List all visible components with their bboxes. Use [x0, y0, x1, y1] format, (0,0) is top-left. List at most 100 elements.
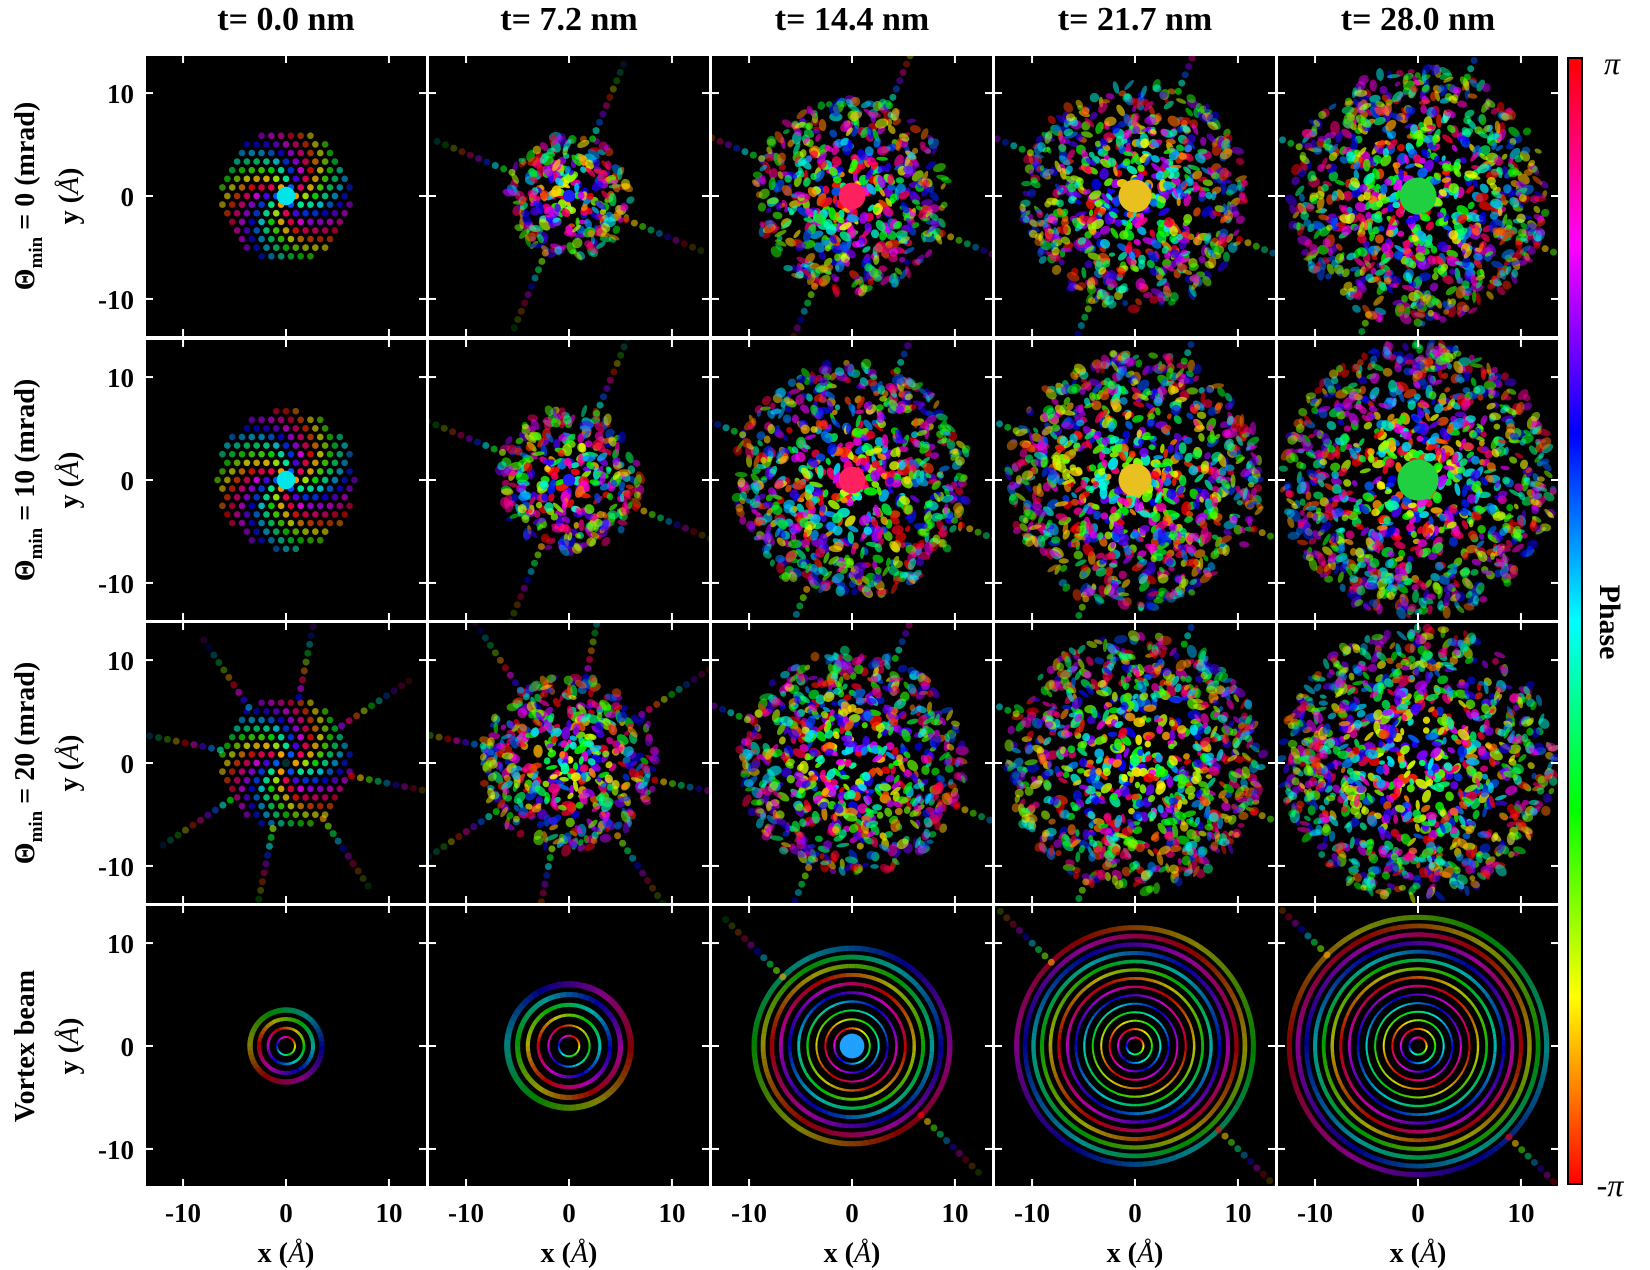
phase-speckle: [767, 424, 776, 434]
phase-arm: [1278, 136, 1286, 144]
phase-speckle: [1197, 111, 1208, 123]
phase-speckle: [1291, 176, 1300, 186]
phase-speckle: [1052, 124, 1061, 132]
phase-speckle: [1049, 430, 1058, 440]
phase-speckle: [542, 438, 550, 446]
phase-arm: [991, 536, 992, 542]
phase-blob: [268, 252, 275, 260]
phase-blob: [268, 132, 275, 140]
phase-speckle: [794, 270, 805, 279]
phase-speckle: [1213, 519, 1221, 526]
phase-speckle: [618, 481, 626, 491]
phase-speckle: [761, 533, 773, 542]
phase-speckle: [893, 221, 903, 230]
phase-blob: [321, 493, 329, 501]
phase-speckle: [1466, 185, 1475, 194]
phase-speckle: [1140, 99, 1149, 106]
phase-speckle: [817, 101, 826, 110]
phase-speckle: [1455, 227, 1468, 238]
phase-speckle: [529, 496, 536, 506]
phase-speckle: [1335, 222, 1346, 228]
phase-speckle: [1454, 158, 1461, 166]
phase-speckle: [783, 499, 795, 510]
phase-speckle: [763, 501, 771, 508]
phase-blob: [321, 192, 329, 200]
phase-speckle: [580, 204, 588, 212]
phase-arm: [716, 137, 724, 145]
phase-speckle: [500, 496, 511, 509]
phase-speckle: [883, 530, 893, 541]
phase-speckle: [799, 517, 809, 528]
phase-speckle: [820, 238, 830, 247]
phase-speckle: [1230, 146, 1245, 155]
phase-speckle: [612, 225, 621, 234]
phase-arm: [473, 438, 481, 446]
phase-speckle: [633, 491, 641, 499]
phase-speckle: [1088, 190, 1102, 200]
phase-speckle: [1355, 279, 1365, 290]
phase-speckle: [1452, 86, 1462, 94]
phase-speckle: [1063, 128, 1074, 137]
phase-blob: [326, 201, 334, 208]
phase-speckle: [805, 155, 812, 163]
phase-speckle: [1006, 439, 1018, 451]
phase-speckle: [764, 154, 774, 162]
phase-blob: [297, 235, 304, 243]
phase-speckle: [955, 440, 966, 449]
phase-speckle: [804, 207, 815, 218]
phase-speckle: [1108, 436, 1120, 444]
phase-blob: [302, 227, 309, 234]
phase-speckle: [828, 104, 840, 117]
phase-speckle: [1331, 259, 1339, 268]
phase-speckle: [919, 444, 930, 454]
phase-speckle: [1078, 525, 1086, 537]
phase-blob: [258, 468, 265, 475]
phase-speckle: [784, 406, 793, 413]
phase-speckle: [1367, 221, 1373, 236]
phase-speckle: [768, 177, 776, 191]
phase-speckle: [1495, 145, 1504, 151]
phase-speckle: [574, 485, 585, 498]
phase-speckle: [1123, 113, 1132, 127]
phase-speckle: [1407, 69, 1415, 75]
phase-speckle: [1100, 512, 1109, 520]
phase-speckle: [1353, 169, 1360, 181]
phase-panel: [429, 56, 709, 336]
phase-blob: [287, 218, 295, 226]
phase-speckle: [731, 492, 742, 503]
phase-speckle: [1396, 305, 1407, 312]
phase-speckle: [920, 456, 931, 465]
phase-speckle: [935, 234, 942, 241]
phase-speckle: [949, 489, 958, 501]
phase-speckle: [1143, 292, 1153, 299]
phase-speckle: [625, 484, 634, 489]
phase-arm: [758, 155, 766, 163]
phase-speckle: [1193, 425, 1205, 433]
phase-blob: [253, 528, 260, 535]
phase-arm: [903, 60, 911, 68]
phase-speckle: [1183, 166, 1192, 175]
phase-speckle: [1494, 156, 1504, 166]
phase-speckle: [1443, 308, 1450, 315]
phase-speckle: [1119, 397, 1128, 405]
phase-speckle: [739, 491, 747, 501]
phase-blob: [316, 201, 324, 208]
phase-speckle: [1163, 448, 1169, 459]
phase-speckle: [1082, 503, 1090, 512]
phase-arm: [1541, 245, 1549, 253]
phase-blob: [238, 149, 246, 157]
phase-blob: [263, 244, 270, 251]
phase-arm: [803, 585, 811, 593]
phase-speckle: [1532, 175, 1543, 185]
phase-blob: [292, 545, 300, 553]
phase-speckle: [1206, 246, 1216, 259]
phase-speckle: [1108, 421, 1115, 433]
phase-speckle: [1168, 566, 1175, 572]
phase-speckle: [895, 230, 908, 239]
phase-speckle: [918, 211, 927, 220]
phase-blob: [331, 476, 339, 484]
phase-speckle: [810, 426, 818, 433]
phase-arm: [1181, 71, 1189, 79]
phase-blob: [243, 442, 251, 449]
phase-blob: [228, 502, 236, 510]
